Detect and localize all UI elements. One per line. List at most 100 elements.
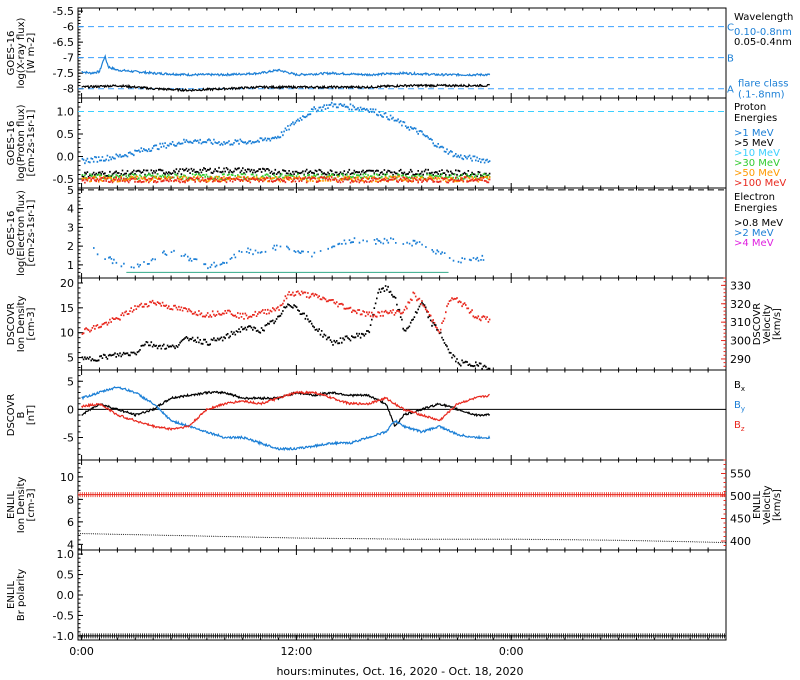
panel-frame [77, 549, 727, 641]
legend-entry: >5 MeV [734, 138, 774, 149]
y-tick-label: 1.0 [57, 548, 75, 561]
panel-data [81, 101, 491, 184]
right-y-axis-label: Velocity [762, 304, 773, 343]
right-y-axis-label: DSCOVR [752, 303, 763, 346]
legend-title: Electron [734, 192, 775, 203]
y-axis-label: [cm-3] [26, 307, 37, 340]
y-tick-label: -0.5 [53, 609, 74, 622]
y-axis-label: ENLIL [6, 581, 17, 609]
legend-title: Energies [734, 113, 777, 124]
y-tick-label: 0.0 [57, 589, 75, 602]
y-axis-label: GOES-16 [6, 31, 17, 76]
y-axis-label: DSCOVR [6, 303, 17, 346]
flare-class-label: A [727, 85, 734, 96]
series-marks [81, 166, 491, 178]
y-tick-label: 3 [67, 221, 74, 234]
y-axis-label: GOES-16 [6, 121, 17, 166]
panel-data [78, 633, 726, 639]
series-marks [81, 101, 491, 165]
series-density [81, 285, 491, 370]
series--5-mev [81, 166, 491, 178]
y-tick-label: -8 [63, 83, 74, 96]
y-axis-label: Br polarity [16, 569, 27, 621]
series-marks [81, 176, 491, 184]
panel-frame [77, 7, 727, 99]
y-tick-label: 1.0 [57, 106, 75, 119]
panel-data [81, 386, 491, 452]
legend-entry: >1 MeV [734, 128, 774, 139]
legend-entry-subscript: z [741, 425, 745, 433]
series-polarity [78, 633, 726, 639]
right-y-tick-label: 500 [730, 490, 751, 503]
panel-data [78, 492, 726, 544]
legend-entry: 0.10-0.8nm [734, 27, 792, 38]
y-tick-label: 5 [67, 352, 74, 365]
y-tick-label: 1 [67, 259, 74, 272]
flare-class-label: B [727, 54, 734, 65]
right-y-axis-label: [km/s] [772, 308, 783, 340]
series-marks [81, 290, 491, 335]
legend-title: Energies [734, 203, 777, 214]
legend-title: Wavelength [734, 12, 793, 23]
series-marks [81, 386, 491, 452]
right-y-tick-label: 330 [730, 279, 751, 292]
y-tick-label: 4 [67, 203, 74, 216]
y-tick-label: 8 [67, 493, 74, 506]
legend-entry: >2 MeV [734, 228, 774, 239]
y-tick-label: 0 [67, 403, 74, 416]
legend-entry: Bx [734, 380, 745, 393]
right-y-axis-label: ENLIL [752, 491, 763, 519]
right-y-tick-label: 320 [730, 298, 751, 311]
legend-title: Proton [734, 102, 766, 113]
panel-frame [77, 187, 727, 279]
y-axis-label: [nT] [26, 405, 37, 425]
series-bz [81, 390, 490, 431]
series-marks [81, 83, 491, 93]
flare-class-annotation: flare class [738, 79, 788, 90]
series--1-mev [81, 101, 491, 165]
series-by [81, 386, 491, 452]
legend-entry: >4 MeV [734, 238, 774, 249]
y-axis-label: [cm-3] [26, 488, 37, 521]
panel-frame [77, 369, 727, 461]
y-axis-label: Ion Density [16, 296, 27, 353]
series--2-mev [93, 237, 485, 270]
y-axis-label: [cm-2s-1sr-1] [26, 199, 37, 266]
y-tick-label: -1.0 [53, 630, 74, 643]
x-axis-label: hours:minutes, Oct. 16, 2020 - Oct. 18, … [276, 665, 523, 678]
y-tick-label: -7.5 [53, 67, 74, 80]
series-velocity [78, 492, 726, 498]
right-y-tick-label: 310 [730, 316, 751, 329]
panel-data [93, 237, 485, 270]
y-tick-label: 2 [67, 240, 74, 253]
legend-entry: Bz [734, 420, 745, 433]
y-axis-label: log(Electron flux) [16, 190, 27, 276]
flare-class-label: C [727, 23, 734, 34]
series--100-mev [81, 176, 491, 184]
panel-frame [77, 277, 727, 371]
y-tick-label: 4 [67, 538, 74, 551]
right-y-tick-label: 290 [730, 353, 751, 366]
y-tick-label: -5 [63, 432, 74, 445]
y-axis-label: ENLIL [6, 491, 17, 519]
y-tick-label: -5.5 [53, 5, 74, 18]
y-tick-label: 15 [60, 302, 74, 315]
y-tick-label: 10 [60, 327, 74, 340]
panel-data [81, 54, 491, 93]
flare-class-annotation: (.1-.8nm) [738, 90, 785, 101]
y-axis-label: B [16, 411, 27, 418]
series-marks [81, 285, 491, 370]
series-marks [81, 390, 490, 431]
legend-entry: 0.05-0.4nm [734, 37, 792, 48]
panel-electron: 1 2 3 4 5 GOES-16 log(Electron flux) [cm-2s-1sr… [6, 184, 783, 279]
y-tick-label: 20 [60, 277, 74, 290]
x-tick-label: 0:00 [499, 645, 524, 658]
y-axis-label: log(X-ray flux) [16, 17, 27, 88]
series-density [78, 532, 726, 544]
series-0-10-0-8nm [81, 54, 491, 78]
series-marks [78, 532, 726, 544]
y-axis-label: [W m-2] [26, 33, 37, 74]
y-axis-label: DSCOVR [6, 394, 17, 437]
